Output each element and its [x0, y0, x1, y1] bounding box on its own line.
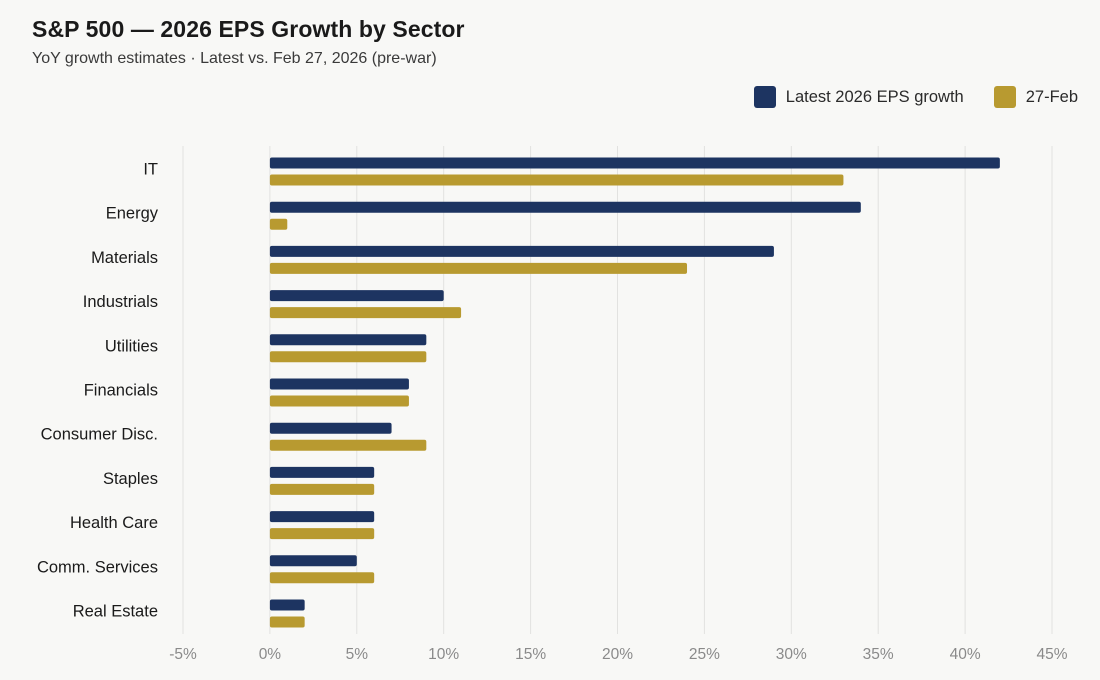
category-label: Consumer Disc. — [41, 426, 158, 444]
x-tick-label: 15% — [515, 646, 546, 663]
category-label: Materials — [91, 249, 158, 267]
x-tick-label: -5% — [169, 646, 197, 663]
x-tick-label: 25% — [689, 646, 720, 663]
x-tick-label: 5% — [346, 646, 369, 663]
bar-latest — [269, 290, 444, 302]
legend-item-feb: 27-Feb — [993, 86, 1078, 108]
bar-feb — [269, 262, 688, 274]
category-label: IT — [143, 161, 158, 179]
chart-subtitle: YoY growth estimates · Latest vs. Feb 27… — [32, 50, 437, 67]
bar-latest — [269, 334, 427, 346]
category-label: Financials — [84, 382, 158, 400]
bar-feb — [269, 483, 375, 495]
bar-feb — [269, 572, 375, 584]
bar-latest — [269, 555, 357, 567]
bar-feb — [269, 307, 462, 319]
category-label: Utilities — [105, 337, 158, 355]
bar-feb — [269, 439, 427, 451]
category-label: Comm. Services — [37, 558, 158, 576]
bar-latest — [269, 466, 375, 478]
bar-feb — [269, 395, 409, 407]
legend-label-latest: Latest 2026 EPS growth — [785, 87, 964, 106]
x-tick-label: 0% — [259, 646, 282, 663]
category-label: Staples — [103, 470, 158, 488]
bar-feb — [269, 218, 288, 230]
bar-feb — [269, 174, 844, 186]
bar-latest — [269, 245, 774, 257]
legend-swatch-latest — [753, 86, 776, 108]
legend-swatch-feb — [993, 86, 1016, 108]
x-tick-label: 30% — [776, 646, 807, 663]
bar-latest — [269, 157, 1000, 169]
legend-item-latest: Latest 2026 EPS growth — [753, 86, 964, 108]
bar-feb — [269, 351, 427, 363]
x-tick-label: 20% — [602, 646, 633, 663]
bar-latest — [269, 599, 305, 611]
category-label: Health Care — [70, 514, 158, 532]
legend: Latest 2026 EPS growth 27-Feb — [753, 86, 1078, 108]
bar-latest — [269, 378, 409, 390]
bar-latest — [269, 511, 375, 523]
bar-latest — [269, 201, 861, 213]
bar-latest — [269, 422, 392, 434]
bar-feb — [269, 616, 305, 628]
legend-label-feb: 27-Feb — [1025, 87, 1078, 106]
bar-feb — [269, 528, 375, 540]
x-tick-label: 40% — [950, 646, 981, 663]
category-label: Energy — [106, 205, 159, 223]
chart-title: S&P 500 — 2026 EPS Growth by Sector — [32, 16, 465, 42]
x-tick-label: 35% — [863, 646, 894, 663]
x-tick-label: 10% — [428, 646, 459, 663]
x-tick-label: 45% — [1036, 646, 1067, 663]
category-label: Real Estate — [73, 603, 158, 621]
category-label: Industrials — [83, 293, 158, 311]
